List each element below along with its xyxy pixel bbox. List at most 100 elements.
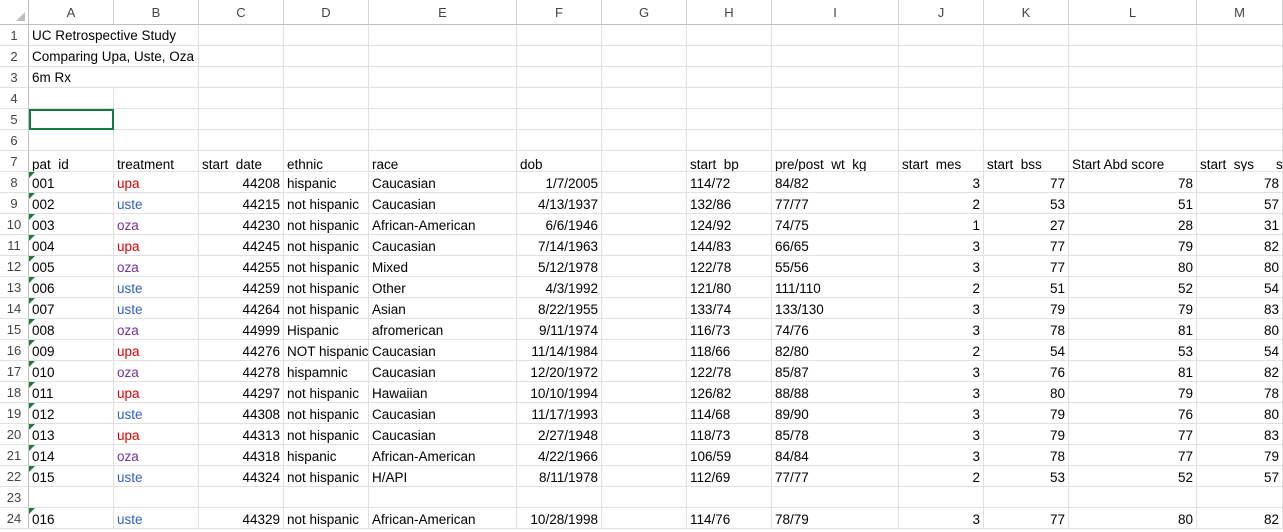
cell[interactable] [602, 88, 687, 109]
cell[interactable] [899, 109, 984, 130]
cell-wt[interactable]: 66/65 [772, 235, 899, 256]
column-title[interactable]: race [369, 151, 517, 172]
cell-dob[interactable]: 11/17/1993 [517, 403, 602, 424]
cell[interactable] [199, 46, 284, 67]
cell[interactable] [984, 130, 1069, 151]
cell-mes[interactable]: 3 [899, 445, 984, 466]
cell-abd[interactable]: 76 [1069, 403, 1197, 424]
cell[interactable] [1197, 88, 1283, 109]
cell-mes[interactable]: 2 [899, 277, 984, 298]
cell-pat-id[interactable]: 005 [29, 256, 114, 277]
cell-ethnic[interactable]: hispanic [284, 172, 369, 193]
cell[interactable] [602, 172, 687, 193]
row-number[interactable]: 15 [0, 319, 29, 340]
cell-mes[interactable]: 3 [899, 403, 984, 424]
cell-dob[interactable]: 2/27/1948 [517, 424, 602, 445]
cell-mes[interactable]: 3 [899, 361, 984, 382]
cell-dob[interactable]: 12/20/1972 [517, 361, 602, 382]
cell-dob[interactable]: 9/11/1974 [517, 319, 602, 340]
cell-treatment[interactable]: uste [114, 193, 199, 214]
cell-dob[interactable]: 5/12/1978 [517, 256, 602, 277]
cell[interactable] [284, 46, 369, 67]
cell[interactable] [602, 424, 687, 445]
column-header-k[interactable]: K [984, 0, 1069, 25]
cell[interactable] [199, 487, 284, 508]
title-line[interactable]: UC Retrospective Study [29, 25, 176, 46]
cell-bss[interactable]: 77 [984, 508, 1069, 529]
column-header-m[interactable]: M [1197, 0, 1283, 25]
cell-mes[interactable]: 3 [899, 424, 984, 445]
cell-start-date[interactable]: 44318 [199, 445, 284, 466]
cell-race[interactable]: Asian [369, 298, 517, 319]
cell[interactable] [687, 46, 772, 67]
cell-start-bp[interactable]: 144/83 [687, 235, 772, 256]
cell-bss[interactable]: 77 [984, 235, 1069, 256]
cell[interactable] [984, 88, 1069, 109]
cell[interactable] [602, 130, 687, 151]
cell-wt[interactable]: 111/110 [772, 277, 899, 298]
cell[interactable] [369, 25, 517, 46]
cell[interactable] [687, 25, 772, 46]
cell-ethnic[interactable]: not hispanic [284, 424, 369, 445]
row-number[interactable]: 21 [0, 445, 29, 466]
cell-start-bp[interactable]: 122/78 [687, 361, 772, 382]
cell[interactable] [1197, 46, 1283, 67]
row-number[interactable]: 23 [0, 487, 29, 508]
cell-ethnic[interactable]: not hispanic [284, 466, 369, 487]
cell[interactable] [687, 88, 772, 109]
cell-dob[interactable]: 8/22/1955 [517, 298, 602, 319]
row-number[interactable]: 20 [0, 424, 29, 445]
cell[interactable] [899, 130, 984, 151]
cell[interactable] [284, 25, 369, 46]
cell-treatment[interactable]: oza [114, 445, 199, 466]
column-header-c[interactable]: C [199, 0, 284, 25]
cell-race[interactable]: Caucasian [369, 193, 517, 214]
cell-bss[interactable]: 27 [984, 214, 1069, 235]
column-title[interactable]: Start Abd score [1069, 151, 1197, 172]
cell-start-bp[interactable]: 114/76 [687, 508, 772, 529]
cell[interactable] [772, 130, 899, 151]
cell-dob[interactable]: 10/28/1998 [517, 508, 602, 529]
column-title[interactable] [602, 151, 687, 172]
cell-abd[interactable]: 79 [1069, 382, 1197, 403]
row-number[interactable]: 9 [0, 193, 29, 214]
cell-start-date[interactable]: 44208 [199, 172, 284, 193]
row-number[interactable]: 1 [0, 25, 29, 46]
cell-dob[interactable]: 1/7/2005 [517, 172, 602, 193]
cell-race[interactable]: Mixed [369, 256, 517, 277]
cell-bss[interactable]: 53 [984, 466, 1069, 487]
cell-wt[interactable]: 133/130 [772, 298, 899, 319]
cell-treatment[interactable]: oza [114, 214, 199, 235]
cell[interactable] [687, 109, 772, 130]
cell-ethnic[interactable]: not hispanic [284, 256, 369, 277]
cell[interactable] [1197, 109, 1283, 130]
cell[interactable] [114, 67, 199, 88]
cell-ethnic[interactable]: not hispanic [284, 214, 369, 235]
cell-start-bp[interactable]: 114/68 [687, 403, 772, 424]
cell-sys[interactable]: 54 [1197, 277, 1283, 298]
cell[interactable] [1069, 88, 1197, 109]
cell[interactable] [772, 487, 899, 508]
column-header-g[interactable]: G [602, 0, 687, 25]
cell-sys[interactable]: 79 [1197, 445, 1283, 466]
cell-treatment[interactable]: uste [114, 403, 199, 424]
cell-mes[interactable]: 2 [899, 466, 984, 487]
cell-start-bp[interactable]: 118/73 [687, 424, 772, 445]
cell[interactable] [602, 445, 687, 466]
cell[interactable] [984, 67, 1069, 88]
cell-wt[interactable]: 74/76 [772, 319, 899, 340]
cell-dob[interactable]: 4/13/1937 [517, 193, 602, 214]
cell[interactable] [984, 487, 1069, 508]
cell-ethnic[interactable]: hispamnic [284, 361, 369, 382]
cell[interactable] [29, 88, 114, 109]
cell-ethnic[interactable]: NOT hispanic [284, 340, 369, 361]
cell-pat-id[interactable]: 016 [29, 508, 114, 529]
cell-abd[interactable]: 80 [1069, 508, 1197, 529]
cell[interactable] [1197, 67, 1283, 88]
cell-treatment[interactable]: oza [114, 361, 199, 382]
cell-start-date[interactable]: 44278 [199, 361, 284, 382]
cell-dob[interactable]: 4/22/1966 [517, 445, 602, 466]
cell[interactable] [369, 88, 517, 109]
cell-ethnic[interactable]: not hispanic [284, 298, 369, 319]
cell-wt[interactable]: 82/80 [772, 340, 899, 361]
